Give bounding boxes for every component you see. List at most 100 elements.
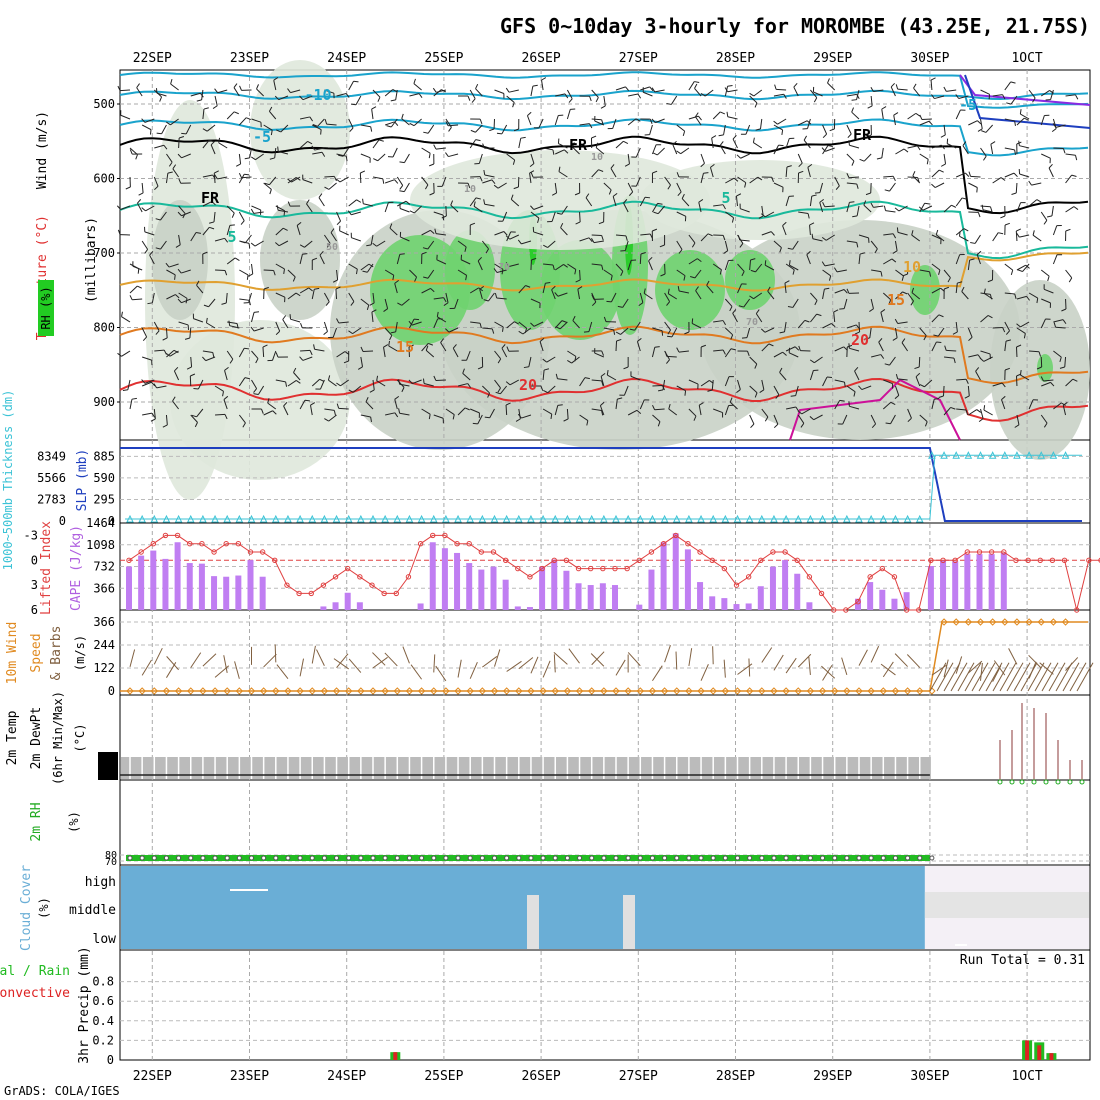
- wind-barb: [834, 289, 845, 294]
- wind-barb-flag: [117, 85, 121, 91]
- wind-barb: [547, 385, 556, 394]
- wind-barb-flag: [529, 163, 535, 168]
- wind-barb-flag: [976, 250, 982, 255]
- wind-barb: [753, 89, 763, 97]
- wind-barb-flag: [477, 256, 483, 262]
- wind-barb-10m: [506, 660, 522, 672]
- wind-barb-flag: [901, 338, 906, 343]
- wind-barb: [193, 318, 204, 323]
- wind-barb-flag: [916, 145, 921, 151]
- wind-barb-flag: [394, 279, 399, 284]
- wind-barb: [784, 321, 787, 332]
- wind-barb-flag: [141, 379, 146, 384]
- wind-barb-flag: [612, 192, 618, 197]
- li-marker: [1061, 557, 1068, 563]
- wind-barb: [681, 198, 690, 207]
- wind-barb: [1019, 173, 1030, 178]
- wind-barb: [478, 153, 483, 164]
- wind-barb: [755, 313, 763, 323]
- wind-barb-flag: [1016, 344, 1022, 348]
- wind-barb-flag: [768, 343, 774, 347]
- cape-bar: [964, 554, 971, 610]
- wind-barb: [1004, 321, 1011, 332]
- wind-speed-marker: [466, 687, 474, 695]
- li-marker: [1001, 549, 1007, 555]
- wind-barb-flag: [767, 286, 771, 292]
- date-label-top: 29SEP: [813, 51, 852, 66]
- wind-barb-flag: [741, 337, 748, 339]
- li-marker: [1098, 557, 1100, 563]
- wind-barb-flag: [336, 403, 340, 409]
- wind-barb-flag: [295, 177, 301, 181]
- thickness-marker: [357, 514, 365, 523]
- wind-barb-flag: [491, 328, 495, 334]
- wind-barb-flag: [773, 423, 779, 429]
- wind-barb: [858, 234, 869, 239]
- wind-barb-flag: [584, 377, 590, 380]
- wind-barb: [144, 118, 155, 123]
- wind-barb: [392, 147, 398, 158]
- wind-speed-marker: [660, 687, 669, 695]
- wind-barb: [217, 89, 228, 94]
- wind-barb-flag: [283, 268, 285, 274]
- wind-barb: [579, 377, 586, 387]
- wind-barb-flag: [595, 97, 599, 103]
- wind-barb: [518, 285, 526, 294]
- wind-barb-flag: [760, 328, 766, 333]
- wind-barb-flag: [256, 84, 259, 90]
- wind-speed-marker: [916, 687, 924, 695]
- wind-barb-flag: [310, 402, 316, 406]
- wind-barb-flag: [275, 352, 279, 358]
- wind-barb-10m: [141, 659, 152, 676]
- wind-barb-flag: [135, 154, 138, 160]
- wind-barb: [955, 254, 961, 265]
- wind-barb-flag: [835, 185, 840, 190]
- wind-barb-flag: [390, 331, 396, 334]
- wind-barb-10m: [568, 648, 580, 664]
- wind-barb: [318, 197, 325, 207]
- wind-barb: [189, 327, 192, 339]
- wind-barb-flag: [539, 337, 545, 342]
- wind-barb-flag: [464, 246, 467, 252]
- wind-barb: [1016, 327, 1026, 334]
- wind-barb-flag: [165, 121, 171, 126]
- wind-barb: [238, 174, 245, 184]
- wind-barb: [335, 288, 338, 300]
- wind-barb-10m: [372, 652, 386, 666]
- wind-barb: [1016, 295, 1027, 300]
- wind-barb-flag: [235, 163, 241, 167]
- wind-barb-flag: [1052, 122, 1057, 128]
- wind-barb-flag: [676, 347, 680, 353]
- wind-speed-marker: [393, 687, 402, 695]
- wind-barb-flag: [372, 242, 377, 247]
- wind-barb-flag: [1040, 376, 1044, 382]
- thickness-marker: [648, 514, 657, 523]
- wind-barb-flag: [918, 206, 924, 211]
- wind-barb: [360, 124, 371, 128]
- li-marker: [1074, 607, 1080, 613]
- wind-barb: [120, 205, 131, 210]
- wind-barb-flag: [209, 139, 215, 143]
- wind-barb-flag: [761, 213, 766, 218]
- wind-barb: [448, 327, 459, 333]
- li-tick-label: 0: [31, 553, 38, 567]
- li-tick-label: 3: [31, 578, 38, 592]
- wind-barb: [433, 297, 444, 300]
- thickness-marker: [138, 514, 146, 523]
- wind-barb: [809, 224, 811, 236]
- wind-barb: [725, 327, 734, 336]
- wind-barb: [676, 240, 683, 250]
- wind-barb-flag: [981, 130, 987, 133]
- wind-barb-flag: [606, 300, 612, 303]
- thickness-marker: [502, 514, 511, 523]
- wind-barb-flag: [1036, 366, 1042, 370]
- wind-barb: [591, 292, 597, 303]
- wind-tick-label: 122: [93, 661, 115, 675]
- wind-barb: [145, 205, 155, 212]
- wind-barb-flag: [950, 406, 956, 410]
- wind-barb: [218, 142, 228, 149]
- rh-marker: [127, 855, 133, 861]
- wind-barb-flag: [423, 131, 429, 134]
- wind-barb: [528, 356, 532, 367]
- wind-barb: [812, 238, 823, 242]
